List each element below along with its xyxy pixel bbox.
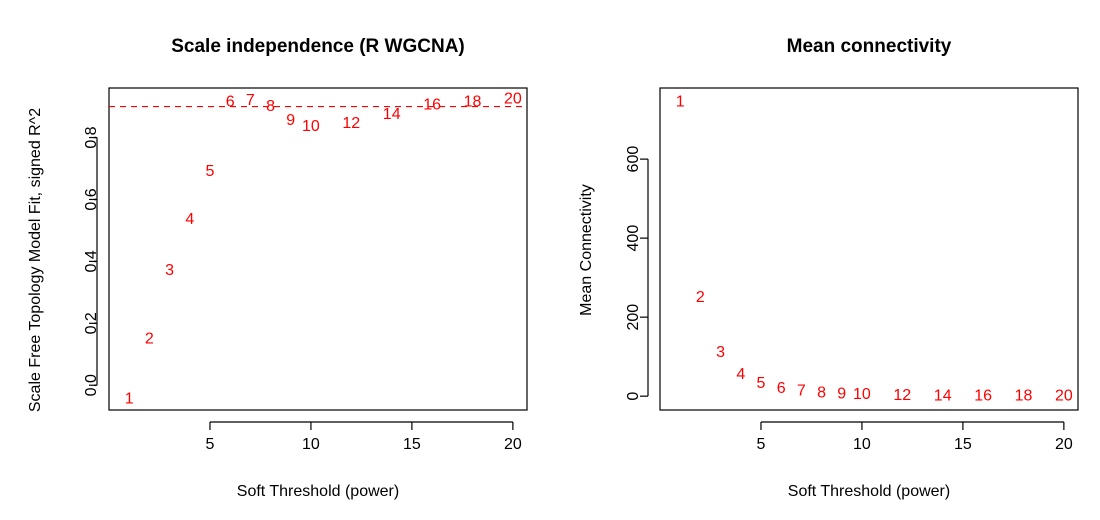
data-point-label: 5 — [206, 163, 215, 180]
data-point-label: 9 — [837, 386, 846, 403]
x-tick-label: 10 — [853, 436, 871, 453]
data-point-label: 20 — [504, 90, 522, 107]
data-point-label: 4 — [185, 211, 194, 228]
x-axis-label: Soft Threshold (power) — [788, 483, 950, 500]
x-tick-label: 5 — [757, 436, 766, 453]
data-point-label: 10 — [853, 386, 871, 403]
y-tick-label: 0.2 — [83, 312, 100, 334]
data-point-label: 1 — [125, 391, 134, 408]
y-tick-label: 400 — [625, 225, 642, 252]
data-point-label: 16 — [423, 97, 441, 114]
data-point-label: 7 — [797, 383, 806, 400]
plot-frame — [108, 87, 528, 411]
data-point-label: 6 — [777, 380, 786, 397]
y-axis-label: Scale Free Topology Model Fit, signed R^… — [27, 108, 44, 412]
chart-title: Mean connectivity — [787, 36, 952, 57]
data-point-label: 7 — [246, 92, 255, 109]
data-point-label: 2 — [696, 289, 705, 306]
data-point-label: 6 — [226, 93, 235, 110]
x-tick-label: 10 — [302, 436, 320, 453]
x-tick-label: 5 — [206, 436, 215, 453]
x-tick-label: 20 — [504, 436, 522, 453]
data-point-label: 8 — [817, 385, 826, 402]
y-tick-label: 200 — [625, 304, 642, 331]
y-axis-label: Mean Connectivity — [578, 184, 595, 316]
y-tick-label: 0.4 — [83, 250, 100, 272]
data-point-label: 8 — [266, 98, 275, 115]
data-point-label: 20 — [1055, 388, 1073, 405]
data-point-label: 3 — [716, 344, 725, 361]
data-point-label: 18 — [464, 93, 482, 110]
y-tick-label: 0.6 — [83, 188, 100, 210]
y-tick-label: 0.8 — [83, 126, 100, 148]
data-point-label: 4 — [736, 366, 745, 383]
panel-mean-connectivity: Mean connectivity Soft Threshold (power)… — [578, 36, 1079, 500]
y-tick-label: 600 — [625, 146, 642, 173]
data-point-label: 10 — [302, 118, 320, 135]
data-point-label: 18 — [1015, 388, 1033, 405]
chart-title: Scale independence (R WGCNA) — [171, 36, 465, 57]
panel-scale-independence: Scale independence (R WGCNA) Soft Thresh… — [27, 36, 528, 500]
data-point-label: 16 — [974, 387, 992, 404]
data-point-label: 5 — [757, 375, 766, 392]
x-tick-label: 15 — [954, 436, 972, 453]
data-point-label: 14 — [383, 106, 401, 123]
data-point-label: 12 — [893, 387, 911, 404]
x-axis-label: Soft Threshold (power) — [237, 483, 399, 500]
x-tick-label: 20 — [1055, 436, 1073, 453]
y-tick-label: 0 — [625, 392, 642, 401]
data-point-label: 14 — [934, 387, 952, 404]
x-tick-label: 15 — [403, 436, 421, 453]
data-point-label: 2 — [145, 330, 154, 347]
data-point-label: 1 — [676, 93, 685, 110]
data-point-label: 3 — [165, 262, 174, 279]
plot-frame — [659, 87, 1079, 411]
data-point-label: 9 — [286, 112, 295, 129]
data-point-label: 12 — [342, 115, 360, 132]
y-tick-label: 0.0 — [83, 374, 100, 396]
